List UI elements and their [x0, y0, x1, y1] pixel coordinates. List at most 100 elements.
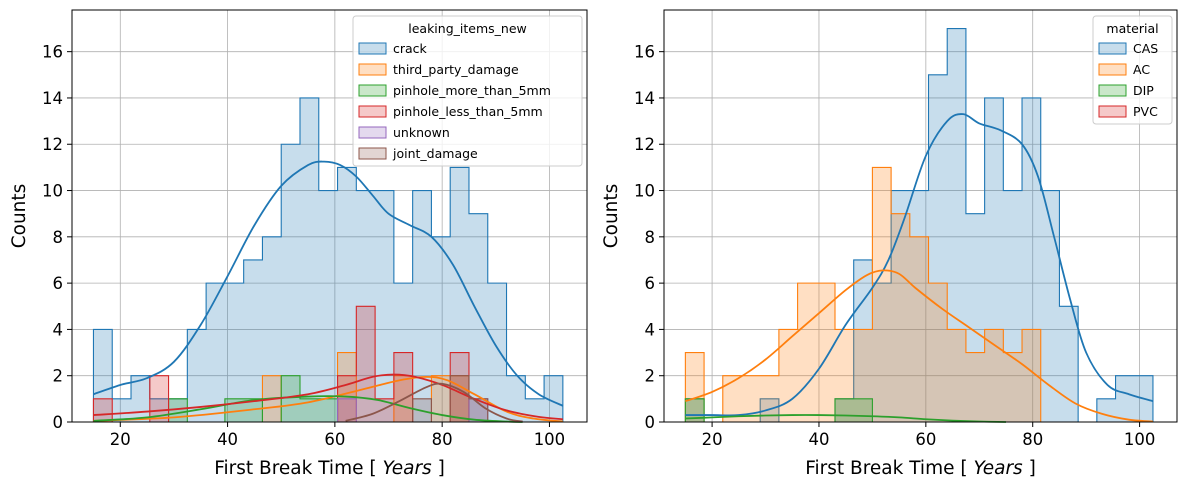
- right-y-axis-label: Counts: [601, 184, 622, 249]
- left-x-label-unit: Years: [382, 458, 432, 479]
- right-axis-ticks: 20 40 60 80 100 0 2 4 6 8 10 12 14 16: [634, 43, 1155, 449]
- left-legend-swatch: [358, 42, 387, 55]
- left-y-tick-label: 10: [42, 182, 63, 201]
- left-x-tick-label: 60: [324, 430, 345, 449]
- left-histogram-panel: 20 40 60 80 100 0 2 4 6 8 10 12 14 16 First Break Time…: [9, 9, 588, 479]
- right-x-tick-label: 100: [1124, 430, 1156, 449]
- right-hist-outline-AC: [684, 166, 1153, 423]
- right-kde-AC: [685, 269, 1154, 423]
- right-x-tick-label: 40: [808, 430, 829, 449]
- right-x-tick-label: 20: [702, 430, 723, 449]
- right-hist-CAS: [684, 27, 1154, 423]
- right-y-tick-label: 4: [645, 320, 656, 339]
- right-legend-label: DIP: [1133, 83, 1154, 98]
- right-legend-item-PVC: PVC: [1098, 104, 1158, 119]
- left-y-tick-label: 6: [53, 274, 64, 293]
- right-legend-swatch: [1098, 42, 1127, 55]
- left-legend-item-pinhole_less_than_5mm: pinhole_less_than_5mm: [358, 104, 543, 119]
- right-legend-item-AC: AC: [1098, 62, 1150, 77]
- left-y-tick-label: 0: [53, 413, 64, 432]
- left-y-tick-label: 4: [53, 320, 64, 339]
- left-hist-pinhole_less_than_5mm: [92, 305, 563, 423]
- left-legend-swatch: [358, 126, 387, 139]
- left-legend-swatch: [358, 84, 387, 97]
- right-histogram-bars: [684, 27, 1154, 423]
- left-legend-box: [352, 15, 583, 167]
- right-y-tick-label: 12: [634, 135, 655, 154]
- right-legend-item-DIP: DIP: [1098, 83, 1154, 98]
- right-legend-swatch: [1098, 63, 1127, 76]
- right-x-label-prefix: First Break Time [: [805, 458, 973, 479]
- left-legend-swatch: [358, 63, 387, 76]
- right-legend-label: CAS: [1133, 41, 1158, 56]
- right-legend: material CAS AC DIP PVC: [1092, 15, 1173, 125]
- left-legend-item-crack: crack: [358, 41, 428, 56]
- left-legend-swatch: [358, 105, 387, 118]
- right-y-tick-label: 6: [645, 274, 656, 293]
- left-legend-label: joint_damage: [392, 146, 478, 161]
- left-kde-joint_damage: [345, 382, 523, 423]
- right-legend-swatch: [1098, 105, 1127, 118]
- right-legend-label: PVC: [1133, 104, 1158, 119]
- left-y-tick-label: 2: [53, 367, 64, 386]
- right-x-tick-label: 60: [915, 430, 936, 449]
- left-x-tick-label: 100: [534, 430, 566, 449]
- left-hist-fill-third_party_damage: [93, 352, 563, 422]
- right-y-tick-label: 16: [634, 43, 655, 62]
- right-y-tick-label: 2: [645, 367, 656, 386]
- left-legend-swatch: [358, 147, 387, 160]
- left-kde-curves: [93, 160, 564, 423]
- left-x-label-prefix: First Break Time [: [214, 458, 382, 479]
- right-plot-frame: [663, 9, 1178, 423]
- right-y-tick-label: 10: [634, 182, 655, 201]
- right-hist-fill-AC: [685, 167, 1153, 422]
- right-x-label-unit: Years: [973, 458, 1023, 479]
- right-kde-curves: [685, 113, 1154, 423]
- left-legend-item-third_party_damage: third_party_damage: [358, 62, 519, 77]
- right-y-tick-label: 0: [645, 413, 656, 432]
- right-kde-DIP: [685, 414, 1007, 423]
- right-x-axis-label: First Break Time [ Years ]: [805, 458, 1036, 479]
- left-legend-label: pinhole_less_than_5mm: [393, 104, 543, 119]
- left-plot-frame: [71, 9, 588, 423]
- left-kde-third_party_damage: [93, 375, 563, 423]
- left-x-axis-label: First Break Time [ Years ]: [214, 458, 445, 479]
- right-kde-CAS: [685, 113, 1154, 417]
- left-hist-fill-crack: [93, 97, 563, 423]
- left-kde-pinhole_less_than_5mm: [93, 373, 563, 421]
- right-x-tick-label: 80: [1022, 430, 1043, 449]
- left-x-label-suffix: ]: [432, 458, 445, 479]
- right-legend-title: material: [1106, 21, 1158, 36]
- left-y-tick-label: 16: [42, 43, 63, 62]
- left-legend-item-joint_damage: joint_damage: [358, 146, 478, 161]
- left-legend-title: leaking_items_new: [408, 21, 526, 36]
- left-y-tick-label: 14: [42, 89, 63, 108]
- left-legend-label: pinhole_more_than_5mm: [393, 83, 551, 98]
- right-histogram-panel: 20 40 60 80 100 0 2 4 6 8 10 12 14 16 First Break Time…: [601, 9, 1178, 479]
- left-hist-outline-pinhole_less_than_5mm: [92, 305, 563, 423]
- left-legend-item-unknown: unknown: [358, 125, 450, 140]
- right-hist-outline-CAS: [684, 27, 1154, 423]
- left-kde-pinhole_more_than_5mm: [93, 395, 523, 423]
- left-legend-item-pinhole_more_than_5mm: pinhole_more_than_5mm: [358, 83, 551, 98]
- right-hist-fill-CAS: [685, 28, 1153, 423]
- right-legend-label: AC: [1133, 62, 1150, 77]
- right-legend-swatch: [1098, 84, 1127, 97]
- right-x-label-suffix: ]: [1023, 458, 1036, 479]
- left-x-tick-label: 80: [432, 430, 453, 449]
- left-legend-label: third_party_damage: [393, 62, 519, 77]
- left-kde-crack: [93, 160, 564, 407]
- right-hist-AC: [684, 166, 1153, 423]
- left-legend-label: unknown: [393, 125, 450, 140]
- left-y-axis-label: Counts: [9, 184, 30, 249]
- right-y-tick-label: 14: [634, 89, 655, 108]
- left-x-tick-label: 20: [110, 430, 131, 449]
- left-legend-label: crack: [393, 41, 428, 56]
- right-y-tick-label: 8: [645, 228, 656, 247]
- left-y-tick-label: 12: [42, 135, 63, 154]
- left-axis-ticks: 20 40 60 80 100 0 2 4 6 8 10 12 14 16: [42, 43, 565, 449]
- left-y-tick-label: 8: [53, 228, 64, 247]
- left-x-tick-label: 40: [217, 430, 238, 449]
